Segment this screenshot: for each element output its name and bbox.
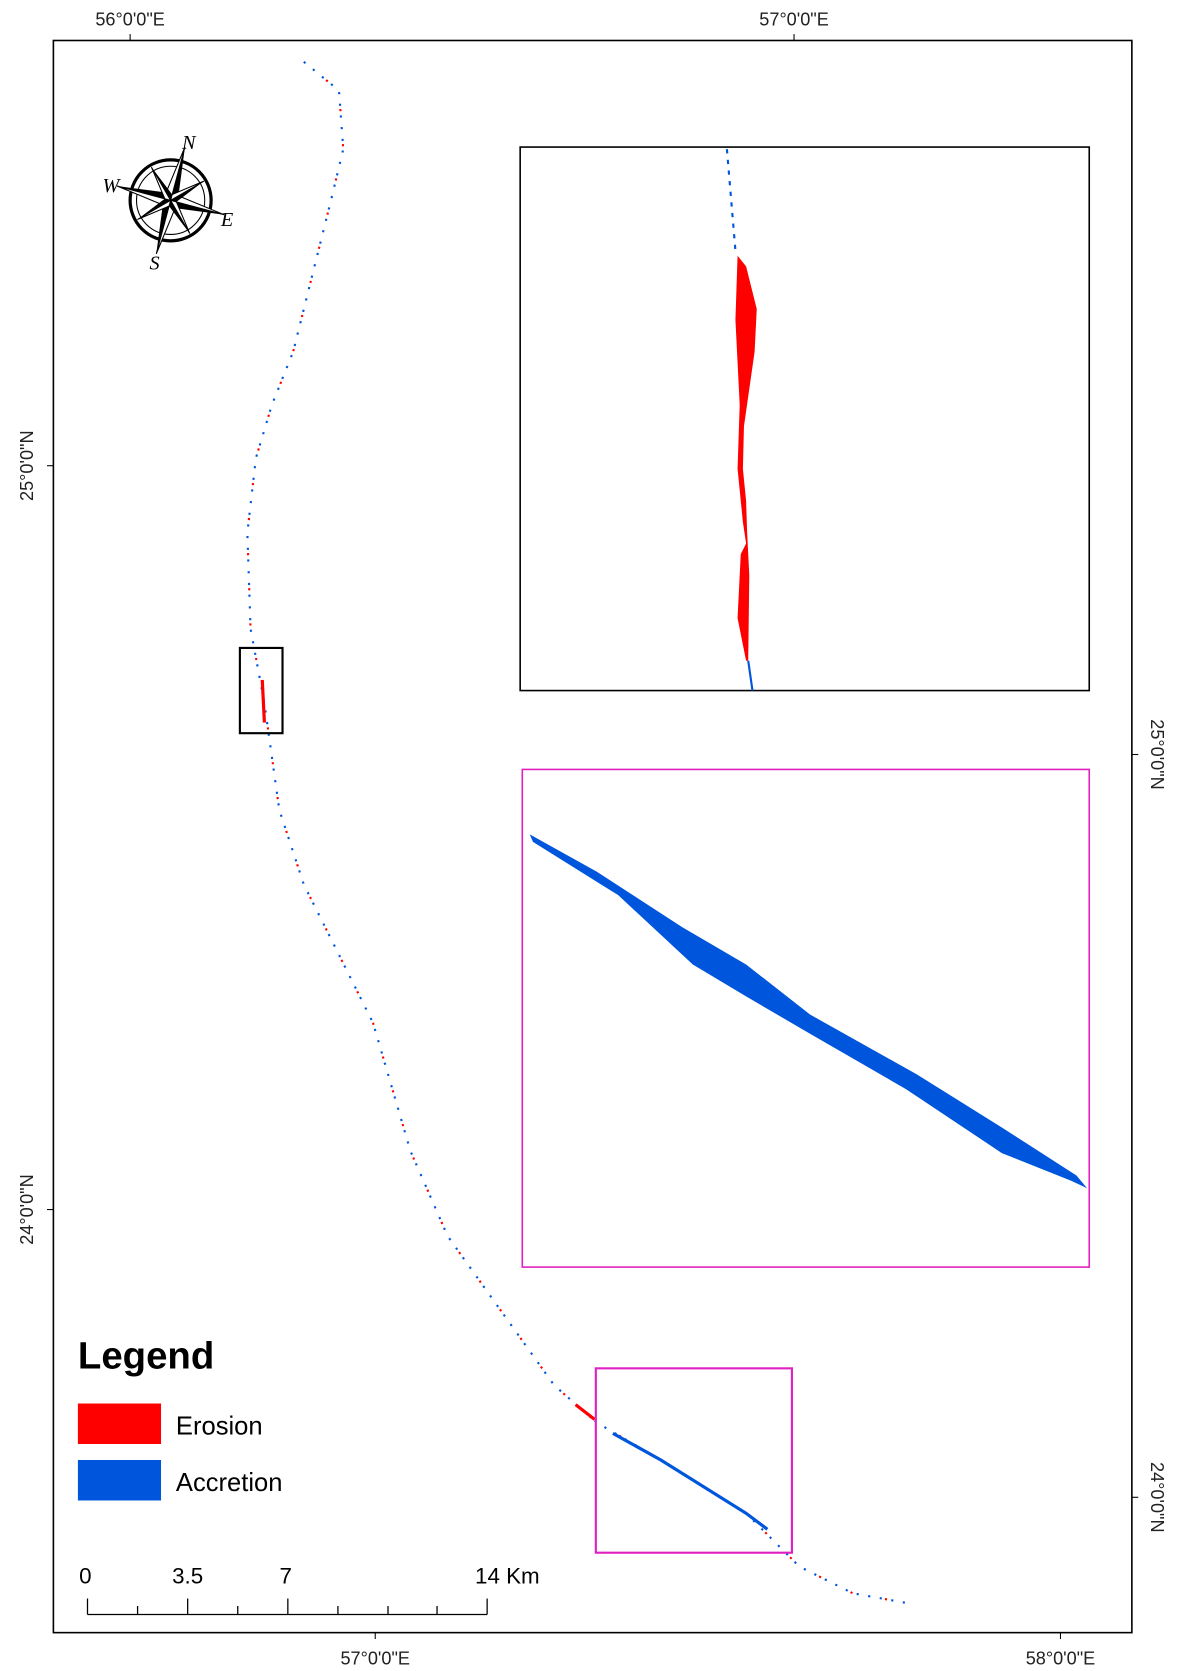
compass-north: N — [181, 132, 197, 154]
compass-west: W — [103, 175, 122, 197]
coast-line — [747, 660, 754, 691]
locator-box — [594, 1367, 793, 1554]
graticule-label: 58°0'0"E — [1026, 1649, 1096, 1669]
graticule-label: 24°0'0"N — [1147, 1462, 1167, 1533]
compass-south: S — [150, 253, 160, 275]
scale-label: 14 Km — [475, 1564, 540, 1589]
inset-frame — [519, 146, 1091, 692]
compass — [116, 146, 225, 255]
legend-label: Erosion — [176, 1412, 263, 1440]
accretion-area — [529, 834, 1088, 1189]
legend-swatch — [77, 1459, 162, 1501]
graticule-label: 57°0'0"E — [340, 1649, 410, 1669]
inset-erosion — [725, 149, 757, 691]
coastline-erosion — [260, 679, 266, 723]
coastline — [246, 60, 912, 1605]
graticule-label: 24°0'0"N — [17, 1174, 37, 1245]
legend-swatch — [77, 1403, 162, 1445]
graticule-label: 57°0'0"E — [759, 10, 829, 30]
map-frame — [52, 39, 1133, 1634]
scale-label: 0 — [79, 1564, 91, 1589]
graticule-label: 25°0'0"N — [1147, 719, 1167, 790]
erosion-area — [735, 255, 757, 661]
graticule-ticks — [46, 34, 1139, 1640]
coastline-erosion — [574, 1403, 596, 1421]
graticule-label: 25°0'0"N — [17, 430, 37, 501]
locator-box — [238, 646, 284, 735]
coastline-accretion — [612, 1431, 769, 1531]
graticule-label: 56°0'0"E — [95, 10, 165, 30]
inset-accretion — [529, 834, 1088, 1189]
legend-label: Accretion — [176, 1469, 283, 1497]
scale-label: 3.5 — [172, 1564, 203, 1589]
scale-label: 7 — [279, 1564, 291, 1589]
scale-bar — [86, 1598, 488, 1616]
compass-east: E — [220, 209, 234, 231]
legend-title: Legend — [78, 1334, 214, 1377]
